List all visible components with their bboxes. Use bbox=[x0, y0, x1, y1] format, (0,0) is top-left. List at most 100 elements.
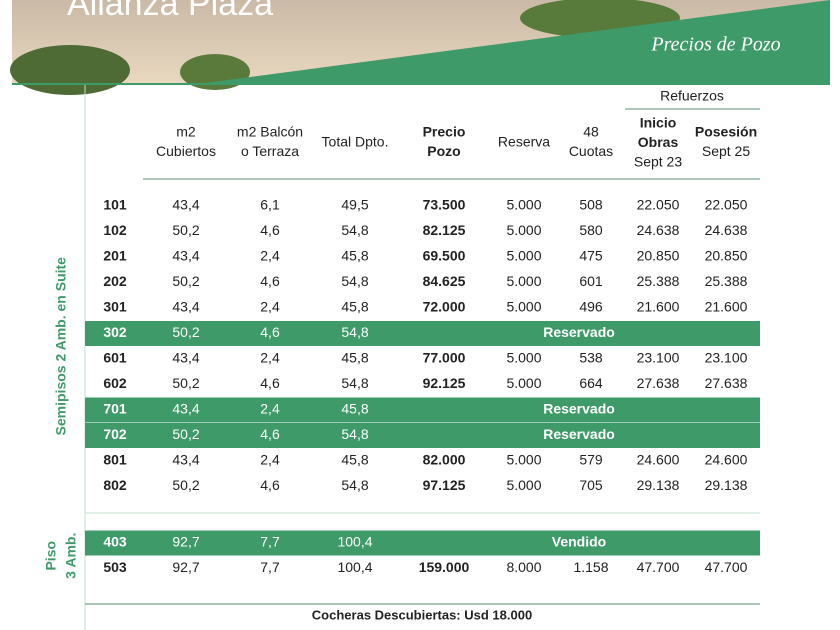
cell: 82.000 bbox=[423, 452, 466, 468]
cell: 5.000 bbox=[506, 248, 541, 264]
cell: 24.638 bbox=[705, 222, 748, 238]
cell: 5.000 bbox=[506, 273, 541, 289]
cell: 25.388 bbox=[637, 273, 680, 289]
cell: 27.638 bbox=[637, 375, 680, 391]
cell: 54,8 bbox=[341, 375, 368, 391]
cell: 601 bbox=[579, 273, 603, 289]
cell: 22.050 bbox=[705, 197, 748, 213]
cell: 159.000 bbox=[419, 559, 470, 575]
cell: 5.000 bbox=[506, 477, 541, 493]
cell: 50,2 bbox=[172, 375, 199, 391]
cell: 47.700 bbox=[705, 559, 748, 575]
cell: 54,8 bbox=[341, 477, 368, 493]
column-header: Total Dpto. bbox=[322, 134, 389, 150]
cell: 24.638 bbox=[637, 222, 680, 238]
cell: 20.850 bbox=[705, 248, 748, 264]
cell: 538 bbox=[579, 350, 603, 366]
column-header: Cuotas bbox=[569, 143, 613, 159]
cell: 508 bbox=[579, 197, 603, 213]
cell: 92,7 bbox=[172, 534, 199, 550]
group-label: 3 Amb. bbox=[63, 533, 79, 579]
cell: 50,2 bbox=[172, 477, 199, 493]
cell: 24.600 bbox=[637, 452, 680, 468]
cell: 100,4 bbox=[337, 559, 372, 575]
column-header: Obras bbox=[638, 134, 679, 150]
cell: 7,7 bbox=[260, 559, 280, 575]
unit: 503 bbox=[103, 559, 127, 575]
table: m2 Cubiertos m2 Balcón o Terraza Total Dpto.… bbox=[43, 115, 760, 579]
cell: 4,6 bbox=[260, 375, 280, 391]
cell: 5.000 bbox=[506, 375, 541, 391]
cell: 4,6 bbox=[260, 222, 280, 238]
unit: 702 bbox=[103, 426, 127, 442]
column-header: Reserva bbox=[498, 134, 550, 150]
cell: 97.125 bbox=[423, 477, 466, 493]
cell: 4,6 bbox=[260, 273, 280, 289]
cell: 5.000 bbox=[506, 222, 541, 238]
cell: 23.100 bbox=[705, 350, 748, 366]
column-header: Precio bbox=[423, 124, 466, 140]
cell: 5.000 bbox=[506, 452, 541, 468]
cell: 54,8 bbox=[341, 324, 368, 340]
cell: 6,1 bbox=[260, 197, 280, 213]
cell: 21.600 bbox=[705, 299, 748, 315]
unit: 202 bbox=[103, 273, 127, 289]
cell: 4,6 bbox=[260, 426, 280, 442]
cell: 2,4 bbox=[260, 350, 280, 366]
subtitle: Precios de Pozo bbox=[650, 34, 780, 56]
cell: 43,4 bbox=[172, 452, 199, 468]
group-header: Refuerzos bbox=[660, 88, 724, 104]
cell: 496 bbox=[579, 299, 603, 315]
cell: 50,2 bbox=[172, 324, 199, 340]
cell: 4,6 bbox=[260, 477, 280, 493]
cell: 8.000 bbox=[506, 559, 541, 575]
cell: 5.000 bbox=[506, 299, 541, 315]
column-header: Cubiertos bbox=[156, 143, 216, 159]
cell: 43,4 bbox=[172, 197, 199, 213]
column-header: m2 bbox=[176, 124, 196, 140]
column-header: Sept 25 bbox=[702, 143, 750, 159]
column-header: m2 Balcón bbox=[237, 124, 303, 140]
status-row bbox=[85, 397, 760, 423]
cell: 29.138 bbox=[637, 477, 680, 493]
cell: 23.100 bbox=[637, 350, 680, 366]
unit: 301 bbox=[103, 299, 127, 315]
unit: 801 bbox=[103, 452, 127, 468]
cell: 4,6 bbox=[260, 324, 280, 340]
status-row bbox=[85, 423, 760, 448]
cell: 2,4 bbox=[260, 401, 280, 417]
unit: 302 bbox=[103, 324, 127, 340]
cell: 54,8 bbox=[341, 273, 368, 289]
unit: 102 bbox=[103, 222, 127, 238]
cell: 45,8 bbox=[341, 350, 368, 366]
column-header: Inicio bbox=[640, 115, 677, 131]
cell: 100,4 bbox=[337, 534, 372, 550]
cell: 84.625 bbox=[423, 273, 466, 289]
cell: 45,8 bbox=[341, 452, 368, 468]
cell: 27.638 bbox=[705, 375, 748, 391]
cell: 29.138 bbox=[705, 477, 748, 493]
footer: Cocheras Descubiertas: Usd 18.000 bbox=[312, 607, 532, 622]
column-header: Posesión bbox=[695, 124, 757, 140]
status-row bbox=[85, 530, 760, 556]
header-image bbox=[10, 0, 830, 95]
unit: 101 bbox=[103, 197, 127, 213]
cell: 20.850 bbox=[637, 248, 680, 264]
group-label: Piso bbox=[43, 541, 59, 571]
unit: 602 bbox=[103, 375, 127, 391]
cell: 5.000 bbox=[506, 197, 541, 213]
cell: Reservado bbox=[543, 401, 615, 417]
title: Alianza Plaza bbox=[67, 0, 273, 23]
cell: 45,8 bbox=[341, 401, 368, 417]
cell: 664 bbox=[579, 375, 603, 391]
unit: 601 bbox=[103, 350, 127, 366]
cell: 43,4 bbox=[172, 248, 199, 264]
cell: 49,5 bbox=[341, 197, 368, 213]
cell: 50,2 bbox=[172, 273, 199, 289]
cell: 47.700 bbox=[637, 559, 680, 575]
cell: 77.000 bbox=[423, 350, 466, 366]
cell: 43,4 bbox=[172, 401, 199, 417]
cell: 82.125 bbox=[423, 222, 466, 238]
column-header: Sept 23 bbox=[634, 154, 682, 170]
